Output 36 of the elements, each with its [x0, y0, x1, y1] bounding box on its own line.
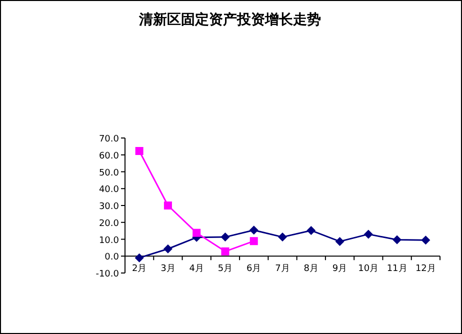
x-tick-label: 10月: [358, 264, 379, 274]
y-tick-label: 10.0: [98, 236, 120, 246]
x-tick-label: 3月: [160, 264, 176, 274]
x-tick-label: 5月: [218, 264, 233, 274]
y-tick-label: 40.0: [98, 185, 120, 196]
y-tick-label: 0.0: [104, 252, 120, 263]
point: [135, 146, 144, 155]
y-tick-label: 30.0: [98, 202, 120, 212]
point: [192, 228, 201, 237]
x-tick-label: 2月: [132, 264, 147, 274]
x-tick-label: 4月: [189, 264, 204, 274]
y-tick-label: -10.0: [96, 270, 120, 280]
y-tick-label: 70.0: [98, 134, 120, 144]
point: [306, 226, 316, 235]
y-tick-label: 50.0: [98, 168, 120, 178]
x-tick-label: 11月: [386, 264, 408, 274]
point: [392, 235, 402, 244]
x-tick-label: 6月: [246, 264, 262, 274]
point: [220, 232, 230, 242]
point: [134, 253, 144, 262]
point: [421, 236, 430, 245]
y-tick-label: 60.0: [98, 151, 120, 162]
point: [364, 230, 373, 239]
chart-title: 清新区固定资产投资增长走势: [138, 11, 321, 28]
point: [164, 202, 172, 210]
point: [335, 236, 344, 246]
x-tick-label: 9月: [332, 264, 348, 274]
point: [221, 247, 230, 256]
point: [250, 237, 258, 246]
point: [163, 244, 172, 254]
x-tick-label: 8月: [304, 264, 319, 274]
x-tick-label: 12月: [415, 264, 436, 274]
point: [249, 226, 258, 235]
point: [278, 232, 287, 242]
x-tick-label: 7月: [275, 264, 290, 274]
y-tick-label: 20.0: [98, 218, 120, 229]
